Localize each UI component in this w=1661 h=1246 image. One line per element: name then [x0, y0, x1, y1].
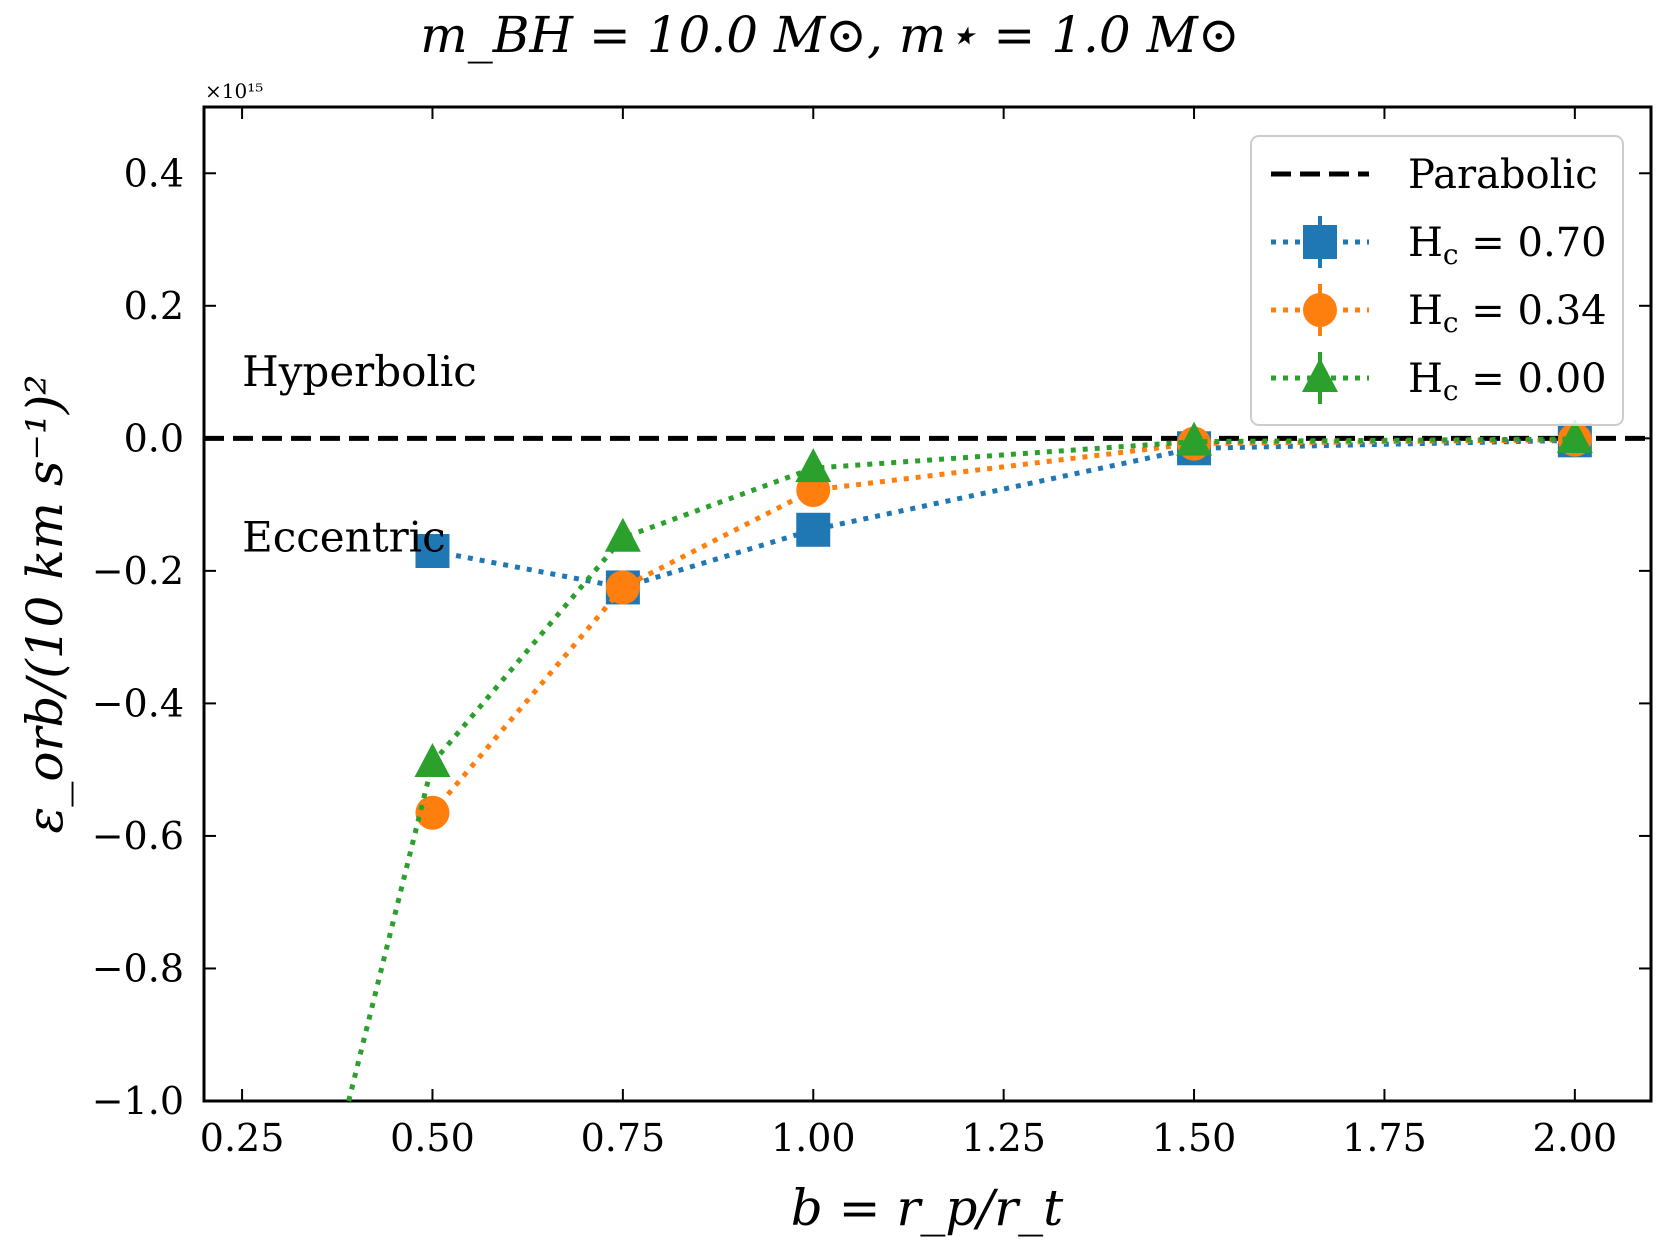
legend-label-main: H	[1408, 288, 1443, 334]
legend-label-value: = 0.00	[1459, 356, 1607, 402]
y-tick-label: 0.4	[124, 151, 184, 195]
y-tick-label: 0.2	[124, 284, 184, 328]
series-line	[432, 437, 1575, 591]
x-tick-label: 1.25	[961, 1116, 1046, 1160]
y-tick-label: −0.8	[92, 946, 184, 990]
series-line	[430, 437, 1575, 815]
ticks: 0.25 0.50 0.75 1.00 1.25 1.50 1.75 2.00 0.4 0.2 0.…	[92, 107, 1651, 1160]
legend-label-main: H	[1408, 356, 1443, 402]
x-tick-label: 1.75	[1342, 1116, 1427, 1160]
series-square	[415, 423, 1592, 605]
x-tick-label: 1.50	[1152, 1116, 1237, 1160]
x-axis-label: b = r_p/r_t	[791, 1179, 1064, 1237]
series-circle	[415, 422, 1592, 830]
data-point	[795, 448, 832, 483]
x-tick-label: 2.00	[1533, 1116, 1618, 1160]
y-multiplier: ×10¹⁵	[205, 79, 263, 103]
annotations: Hyperbolic Eccentric	[242, 347, 477, 562]
x-tick-label: 0.50	[390, 1116, 475, 1160]
series-triangle	[346, 418, 1593, 1102]
data-point	[796, 512, 831, 547]
plot-frame	[202, 105, 1653, 1103]
legend-box	[1250, 135, 1624, 426]
data-point	[415, 795, 450, 830]
y-tick-label: −0.2	[92, 549, 184, 593]
data-point	[414, 743, 451, 778]
y-axis-label: ε_orb/(10 km s⁻¹)²	[16, 375, 74, 834]
legend-label-sub: c	[1443, 374, 1459, 407]
data-point	[604, 517, 641, 552]
legend-marker	[1302, 358, 1338, 392]
annotation-hyperbolic: Hyperbolic	[242, 347, 477, 396]
y-tick-label: 0.0	[124, 416, 184, 460]
annotation-eccentric: Eccentric	[242, 513, 446, 562]
legend-label: Hc = 0.00	[1408, 356, 1607, 407]
legend-label: Hc = 0.34	[1408, 288, 1607, 339]
x-tick-label: 0.75	[581, 1116, 666, 1160]
data-point	[605, 570, 640, 605]
x-tick-label: 1.00	[771, 1116, 856, 1160]
legend-label: Hc = 0.70	[1408, 220, 1607, 271]
y-tick-label: −1.0	[92, 1079, 184, 1123]
legend-label-value: = 0.34	[1459, 288, 1607, 334]
x-tick-label: 0.25	[200, 1116, 285, 1160]
legend-label-main: H	[1408, 220, 1443, 266]
data-point	[415, 533, 450, 568]
legend-label-sub: c	[1443, 306, 1459, 339]
legend-label-parabolic: Parabolic	[1408, 152, 1598, 198]
legend-marker	[1303, 293, 1337, 327]
data-point	[1556, 418, 1593, 453]
legend-label-value: = 0.70	[1459, 220, 1607, 266]
series-line	[346, 436, 1575, 1102]
data-point	[1176, 421, 1213, 456]
y-tick-label: −0.6	[92, 814, 184, 858]
y-tick-label: −0.4	[92, 681, 184, 725]
legend-marker	[1303, 225, 1337, 259]
series-layer	[346, 418, 1593, 1102]
chart-title: m_BH = 10.0 M⊙, m⋆ = 1.0 M⊙	[420, 6, 1239, 64]
legend-label-sub: c	[1443, 238, 1459, 271]
